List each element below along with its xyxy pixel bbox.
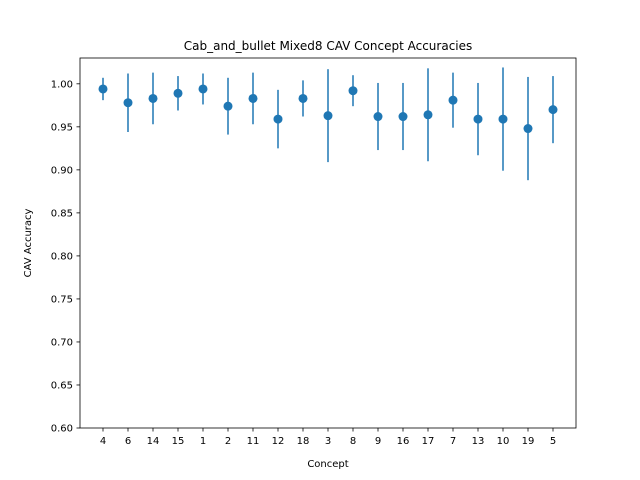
y-tick-label: 0.75 [51,294,73,305]
x-tick-label: 16 [397,436,410,447]
plot-frame [79,57,577,429]
y-tick-label: 0.80 [51,251,73,262]
data-point [173,88,183,98]
data-point [423,110,433,120]
y-tick-label: 0.85 [51,208,73,219]
y-tick-label: 0.90 [51,165,73,176]
x-tick-label: 11 [247,436,260,447]
y-tick-label: 1.00 [51,79,73,90]
y-tick-label: 0.95 [51,122,73,133]
x-tick-label: 14 [147,436,160,447]
y-axis-label: CAV Accuracy [23,208,34,277]
data-point [398,112,408,122]
data-point [523,124,533,134]
data-point [498,114,508,124]
data-point [373,112,383,122]
data-point [123,98,133,108]
chart-title: Cab_and_bullet Mixed8 CAV Concept Accura… [184,39,473,53]
x-tick-label: 13 [472,436,485,447]
x-tick-label: 6 [125,436,131,447]
x-tick-label: 4 [100,436,106,447]
data-point [473,114,483,124]
x-tick-label: 1 [200,436,206,447]
x-tick-label: 5 [550,436,556,447]
x-tick-label: 8 [350,436,356,447]
data-point [248,93,258,103]
data-series [98,67,558,181]
data-point [348,86,358,96]
y-tick-label: 0.60 [51,424,73,435]
y-axis: 0.60 0.65 0.70 0.75 0.80 0.85 0.90 0.95 1.00 [51,79,80,435]
x-tick-label: 10 [497,436,510,447]
x-tick-label: 7 [450,436,456,447]
x-axis: 4 6 14 15 1 2 11 12 18 3 8 9 16 17 7 13 10 19 5 [100,428,556,447]
x-axis-label: Concept [307,459,348,470]
data-point [98,84,108,94]
data-point [298,93,308,103]
x-tick-label: 9 [375,436,381,447]
x-tick-label: 17 [422,436,435,447]
x-tick-label: 18 [297,436,310,447]
y-tick-label: 0.70 [51,337,73,348]
x-tick-label: 3 [325,436,331,447]
data-point [198,84,208,94]
x-tick-label: 19 [522,436,535,447]
data-point [323,111,333,121]
y-tick-label: 0.65 [51,380,73,391]
x-tick-label: 15 [172,436,185,447]
x-tick-label: 12 [272,436,285,447]
data-point [148,93,158,103]
data-point [548,105,558,115]
x-tick-label: 2 [225,436,231,447]
data-point [223,101,233,111]
data-point [273,114,283,124]
data-point [448,95,458,105]
